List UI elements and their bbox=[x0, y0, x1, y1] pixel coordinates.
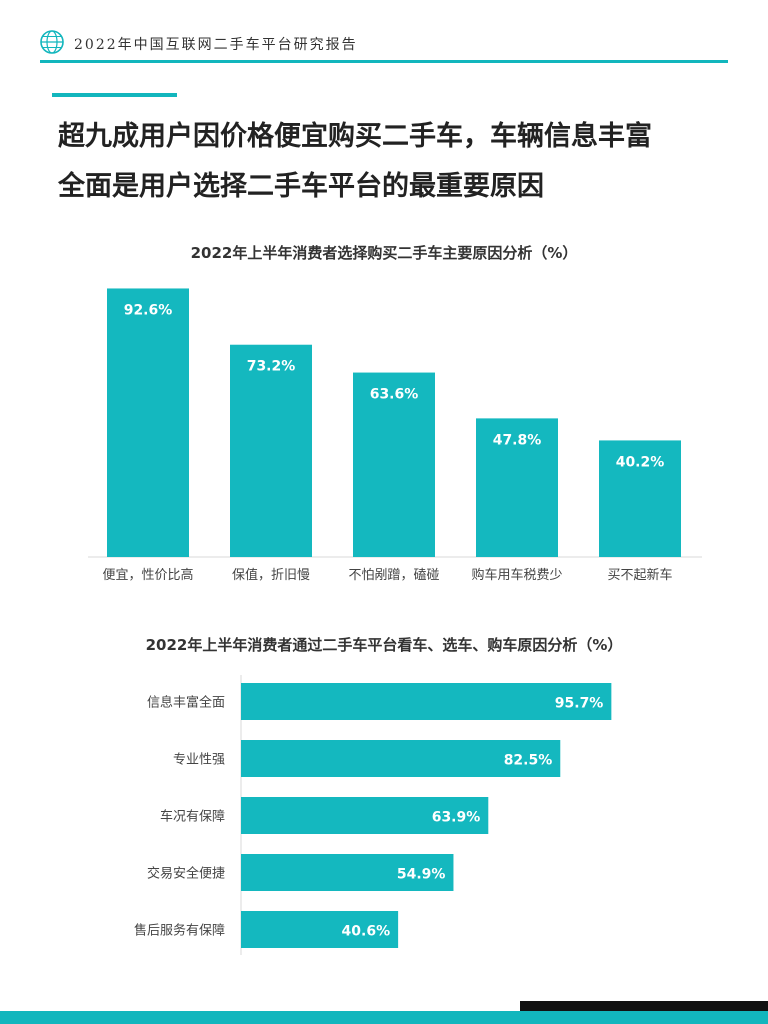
chart2-title: 2022年上半年消费者通过二手车平台看车、选车、购车原因分析（%） bbox=[145, 636, 623, 654]
chart1-category-label: 保值，折旧慢 bbox=[232, 567, 310, 583]
chart1-value-label: 40.2% bbox=[616, 454, 665, 470]
chart1-title: 2022年上半年消费者选择购买二手车主要原因分析（%） bbox=[190, 244, 578, 262]
page-headline: 超九成用户因价格便宜购买二手车，车辆信息丰富 全面是用户选择二手车平台的最重要原… bbox=[58, 112, 718, 212]
chart2-value-label: 54.9% bbox=[397, 867, 446, 883]
chart1-bar bbox=[476, 418, 558, 557]
header-divider bbox=[40, 60, 728, 63]
chart1-value-label: 73.2% bbox=[247, 359, 296, 375]
footer-accent-bar bbox=[0, 1011, 768, 1024]
globe-logo-icon bbox=[40, 30, 64, 54]
chart2-value-label: 82.5% bbox=[504, 753, 553, 769]
chart1-value-label: 47.8% bbox=[493, 432, 542, 448]
chart2-bar bbox=[241, 854, 454, 891]
chart2-category-label: 交易安全便捷 bbox=[147, 866, 225, 882]
chart2-value-label: 95.7% bbox=[555, 696, 604, 712]
chart1-bar bbox=[107, 288, 189, 557]
footer-dark-bar bbox=[520, 1001, 768, 1011]
chart1-category-label: 购车用车税费少 bbox=[471, 567, 562, 583]
chart2-category-label: 信息丰富全面 bbox=[147, 695, 225, 711]
chart2-bar bbox=[241, 683, 612, 720]
chart1-bar bbox=[353, 372, 435, 557]
headline-line-2: 全面是用户选择二手车平台的最重要原因 bbox=[58, 171, 544, 202]
chart2-value-label: 63.9% bbox=[432, 810, 481, 826]
chart1-bar bbox=[599, 440, 681, 557]
chart2-category-label: 专业性强 bbox=[173, 753, 225, 768]
chart2-bar bbox=[241, 911, 399, 948]
chart2-category-label: 车况有保障 bbox=[160, 809, 225, 825]
chart1-value-label: 92.6% bbox=[124, 302, 173, 318]
report-title: 2022年中国互联网二手车平台研究报告 bbox=[74, 37, 358, 53]
chart1-svg: 92.6% 便宜，性价比高 73.2% 保值，折旧慢 63.6% 不怕剐蹭，磕碰 47.8%… bbox=[88, 288, 702, 583]
chart1-category-label: 买不起新车 bbox=[607, 567, 672, 583]
chart2-bar bbox=[241, 740, 561, 777]
chart2-category-label: 售后服务有保障 bbox=[134, 923, 225, 939]
chart1-value-label: 63.6% bbox=[370, 387, 419, 403]
headline-accent-bar bbox=[52, 93, 177, 97]
chart2-bar bbox=[241, 797, 489, 834]
chart1-category-label: 不怕剐蹭，磕碰 bbox=[348, 567, 439, 583]
chart1-category-label: 便宜，性价比高 bbox=[102, 567, 193, 583]
chart1-bar bbox=[230, 344, 312, 557]
chart2-svg: 95.7% 信息丰富全面 82.5% 专业性强 63.9% 车况有保障 54.9% 交易安全便… bbox=[134, 675, 612, 955]
headline-line-1: 超九成用户因价格便宜购买二手车，车辆信息丰富 bbox=[58, 121, 652, 152]
chart2-value-label: 40.6% bbox=[342, 924, 391, 940]
